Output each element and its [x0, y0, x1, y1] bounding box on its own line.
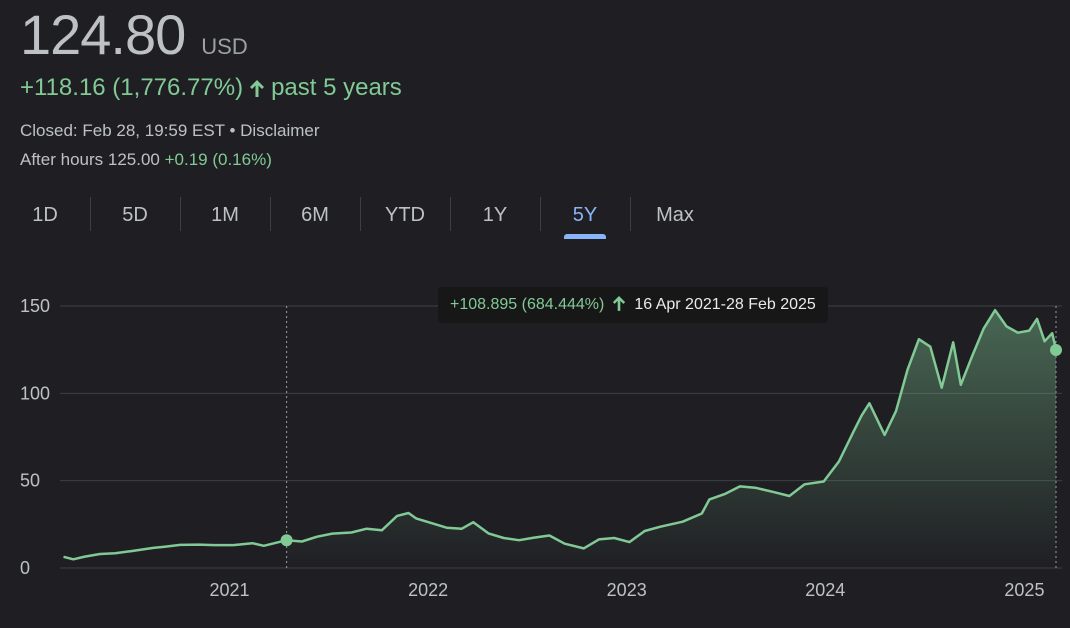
- selection-end-point: [1050, 344, 1062, 357]
- tab-1d[interactable]: 1D: [32, 203, 58, 226]
- tab-1y[interactable]: 1Y: [450, 195, 540, 235]
- closed-status: Closed: Feb 28, 19:59 EST • Disclaimer: [20, 121, 320, 140]
- y-tick-label: 150: [20, 296, 50, 316]
- price-header: 124.80 USD: [20, 2, 248, 67]
- selection-area: [286, 310, 1057, 568]
- price-line: [63, 308, 1058, 561]
- tab-max[interactable]: Max: [630, 195, 720, 235]
- selection-start-point: [280, 534, 293, 547]
- tab-5y[interactable]: 5Y: [540, 195, 630, 239]
- after-hours-price: After hours 125.00: [20, 150, 160, 169]
- x-tick-label: 2023: [607, 580, 647, 600]
- x-tick-label: 2021: [209, 580, 249, 600]
- y-tick-label: 100: [20, 383, 50, 403]
- change-value: +118.16 (1,776.77%): [20, 74, 244, 101]
- x-tick-label: 2025: [1004, 580, 1044, 600]
- y-tick-label: 50: [20, 471, 40, 491]
- currency-label: USD: [201, 34, 248, 59]
- after-hours-change: +0.19 (0.16%): [164, 150, 272, 169]
- x-tick-label: 2024: [805, 580, 845, 600]
- y-tick-label: 0: [20, 558, 30, 578]
- arrow-up-icon: [612, 294, 626, 317]
- current-price: 124.80: [20, 3, 186, 66]
- tab-6m[interactable]: 6M: [270, 195, 360, 235]
- change-period: past 5 years: [271, 74, 402, 101]
- tooltip-range: 16 Apr 2021-28 Feb 2025: [634, 296, 816, 313]
- tooltip-change: +108.895 (684.444%): [450, 296, 605, 313]
- arrow-up-icon: [249, 78, 265, 98]
- tab-1m[interactable]: 1M: [180, 195, 270, 235]
- period-change: +118.16 (1,776.77%) past 5 years: [20, 74, 402, 102]
- tab-ytd[interactable]: YTD: [360, 195, 450, 235]
- range-tabs: 1D 5D 1M 6M YTD 1Y 5Y Max: [0, 195, 720, 240]
- range-tooltip: +108.895 (684.444%) 16 Apr 2021-28 Feb 2…: [438, 287, 828, 323]
- after-hours: After hours 125.00 +0.19 (0.16%): [20, 150, 272, 170]
- tab-5d[interactable]: 5D: [90, 195, 180, 235]
- x-tick-label: 2022: [408, 580, 448, 600]
